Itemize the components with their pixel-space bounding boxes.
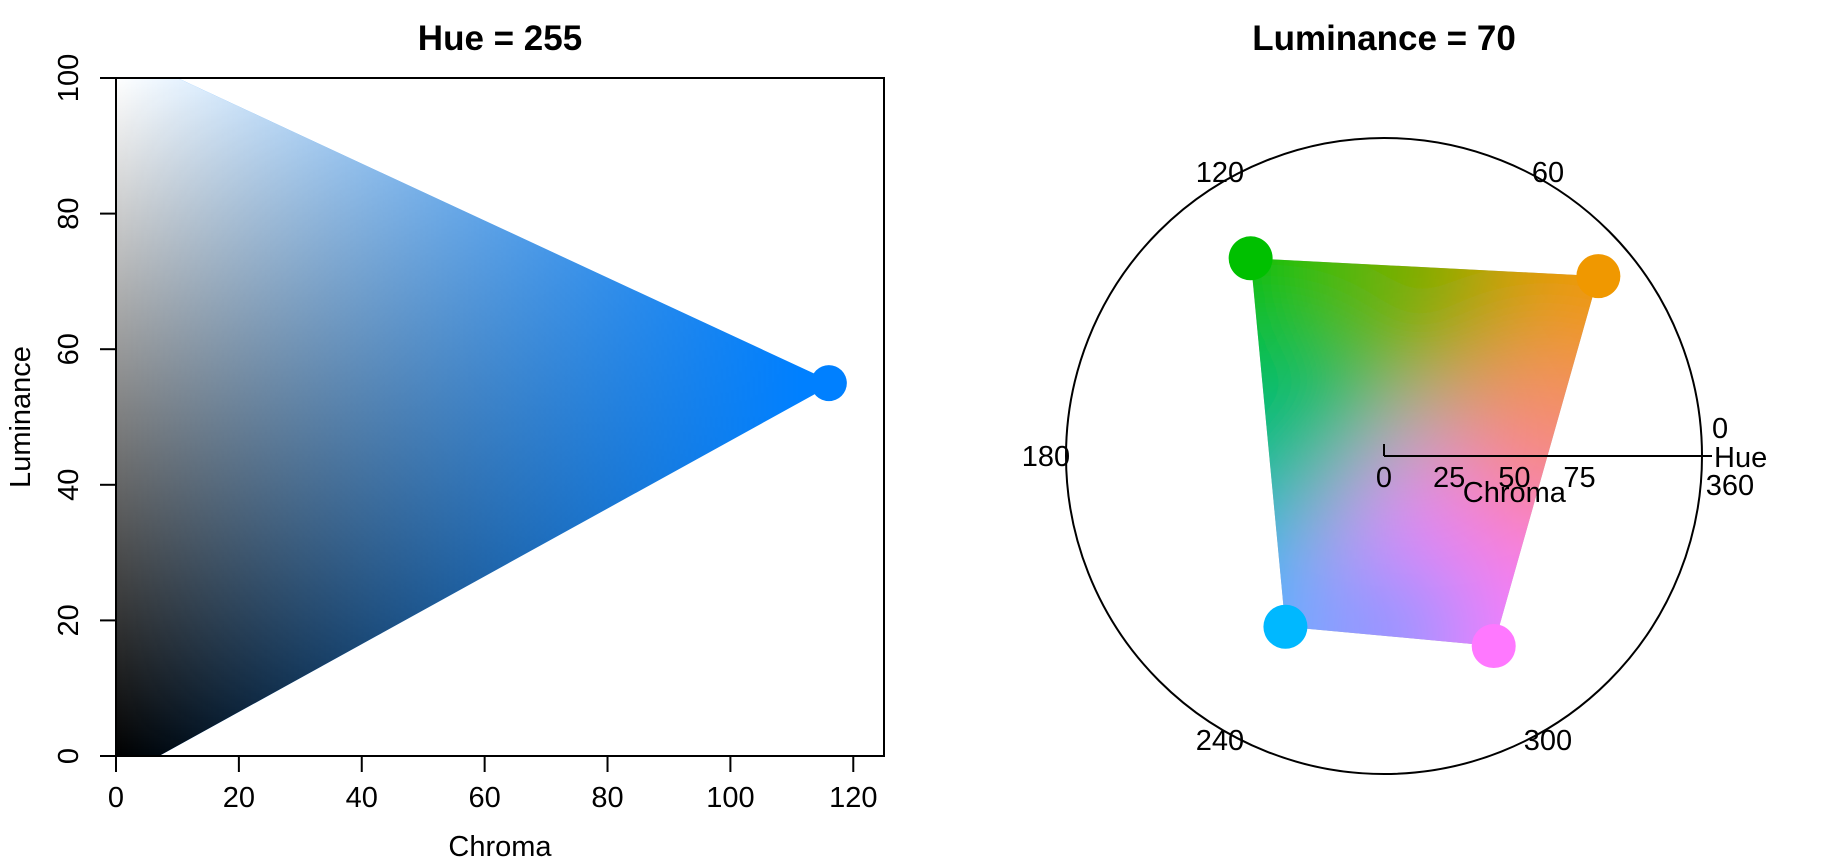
chroma-tick-label: 25 — [1433, 462, 1465, 494]
chroma-tick-label: 100 — [706, 782, 754, 814]
chroma-radial-axis: 0 25 50 75 Chroma Hue — [1376, 442, 1767, 509]
luminance-tick-label: 60 — [53, 333, 85, 365]
luminance-panel-title: Luminance = 70 — [1252, 19, 1516, 58]
chroma-tick-label: 120 — [829, 782, 877, 814]
gamut-apex-point — [810, 365, 847, 402]
gamut-corner-point — [1576, 254, 1621, 299]
hue-tick-label: 60 — [1532, 157, 1564, 189]
gamut-luminance-fill — [116, 78, 835, 756]
hue-tick-label: 0 — [1712, 413, 1728, 445]
chroma-tick-label: 0 — [1376, 462, 1392, 494]
hue-tick-label: 120 — [1196, 157, 1244, 189]
chroma-tick-label: 0 — [108, 782, 124, 814]
hue-tick-labels: 0 60 120 180 240 300 360 — [1022, 157, 1754, 757]
chroma-tick-label: 75 — [1563, 462, 1595, 494]
chroma-axis-title: Chroma — [448, 831, 552, 863]
chroma-tick-label: 60 — [469, 782, 501, 814]
luminance-axis: 0 20 40 60 80 100 — [53, 54, 116, 764]
chroma-axis-title: Chroma — [1463, 477, 1567, 509]
luminance-tick-label: 80 — [53, 197, 85, 229]
luminance-tick-label: 40 — [53, 469, 85, 501]
gamut-corner-point — [1263, 604, 1308, 649]
chroma-axis: 0 20 40 60 80 100 120 — [108, 755, 877, 814]
polar-gamut — [1228, 236, 1621, 669]
hue-panel: Hue = 255 0 20 40 60 80 100 120 0 20 40 60 80 100 C… — [5, 19, 885, 863]
chroma-tick-label: 50 — [1498, 462, 1530, 494]
luminance-axis-title: Luminance — [5, 346, 37, 488]
chroma-tick-label: 40 — [346, 782, 378, 814]
hue-panel-title: Hue = 255 — [418, 19, 582, 58]
luminance-tick-label: 100 — [53, 54, 85, 102]
chroma-tick-label: 20 — [223, 782, 255, 814]
hue-tick-label: 240 — [1196, 725, 1244, 757]
gamut-area — [116, 78, 847, 756]
chroma-tick-label: 80 — [591, 782, 623, 814]
hue-axis-title: Hue — [1714, 442, 1767, 474]
hue-tick-label: 360 — [1706, 470, 1754, 502]
luminance-panel: Luminance = 70 0 60 120 180 240 300 360 0 25 50 7… — [1022, 19, 1767, 775]
hue-tick-label: 300 — [1524, 725, 1572, 757]
luminance-tick-label: 20 — [53, 604, 85, 636]
hue-tick-label: 180 — [1022, 441, 1070, 473]
luminance-tick-label: 0 — [53, 748, 85, 764]
gamut-corner-point — [1228, 236, 1273, 281]
gamut-corner-point — [1471, 624, 1516, 669]
